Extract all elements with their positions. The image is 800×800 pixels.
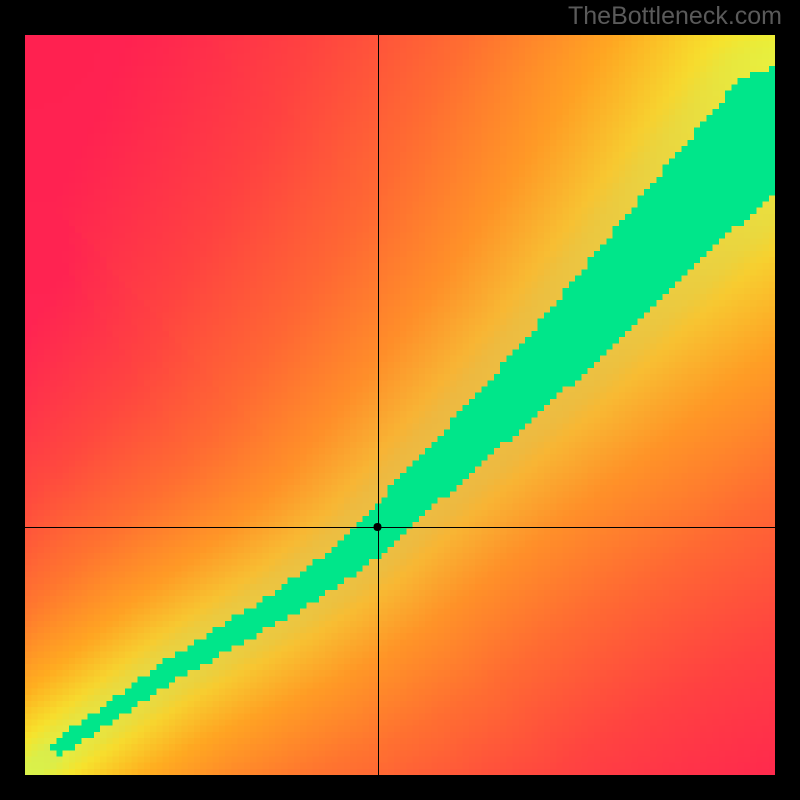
chart-container: TheBottleneck.com [0, 0, 800, 800]
heatmap-panel [25, 35, 775, 775]
watermark-text: TheBottleneck.com [568, 2, 782, 31]
crosshair-overlay [25, 35, 775, 775]
